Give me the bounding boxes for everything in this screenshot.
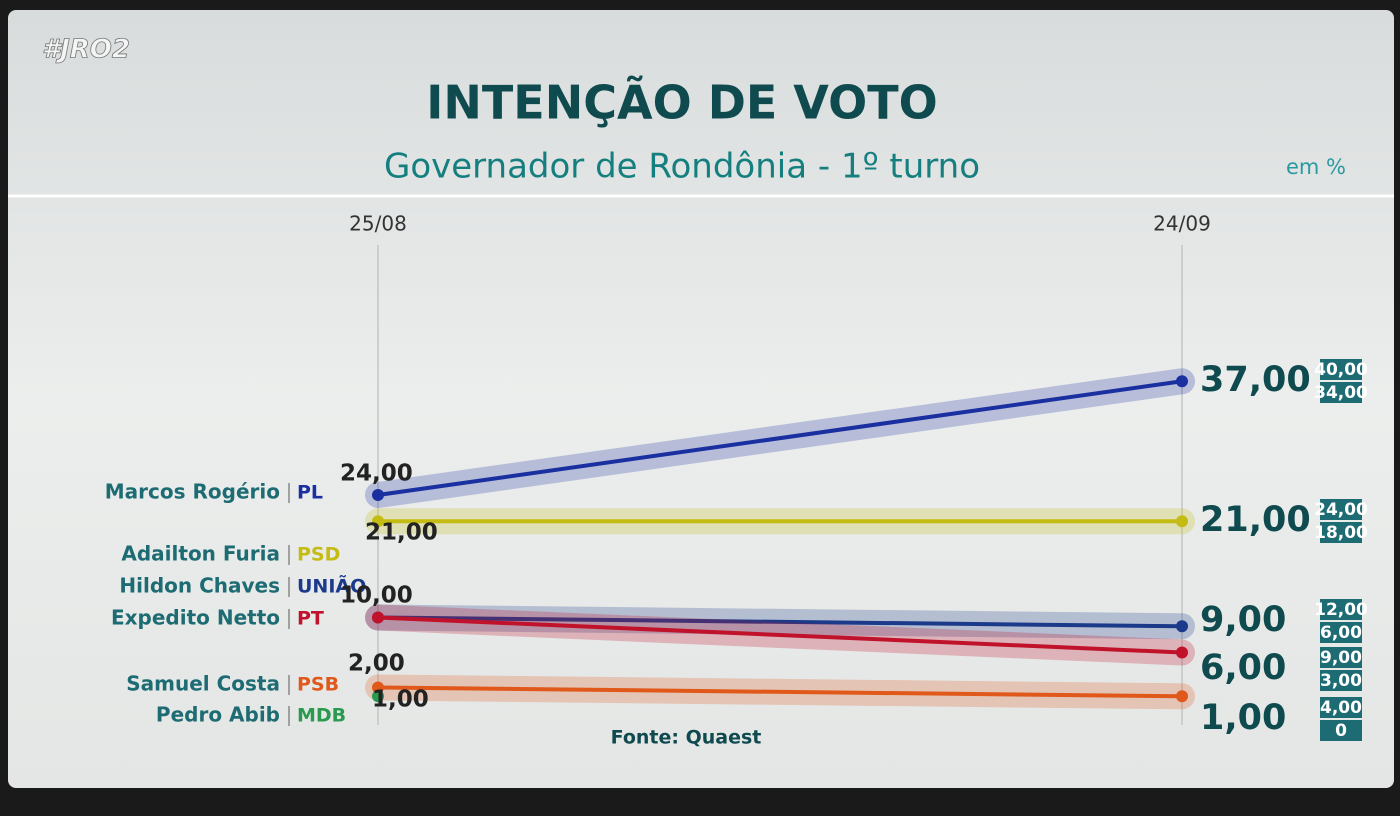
value-label: 21,00: [365, 520, 438, 546]
legend-party: PT: [297, 608, 324, 630]
line: [377, 379, 1183, 497]
value-label: 37,00: [1200, 360, 1311, 400]
point: [1176, 375, 1188, 388]
value-label: 21,00: [1200, 500, 1311, 540]
interval-box: [1320, 382, 1362, 403]
interval-box: [1320, 670, 1362, 691]
legend-party: PL: [297, 482, 323, 504]
screen: [8, 10, 1394, 788]
value-label: 24,00: [340, 461, 413, 487]
legend-party: MDB: [297, 705, 346, 727]
point: [1176, 515, 1188, 528]
interval-label: 18,00: [1314, 523, 1368, 543]
point: [1176, 620, 1188, 633]
interval-label: 40,00: [1314, 360, 1368, 380]
x-tick-label: 25/08: [349, 212, 407, 236]
interval-box: [1320, 697, 1362, 718]
legend-name: Hildon Chaves: [119, 574, 280, 598]
legend-name: Expedito Netto: [111, 606, 280, 630]
interval-box: [1320, 622, 1362, 643]
legend-name: Adailton Furia: [121, 542, 280, 566]
source: Fonte: Quaest: [611, 727, 762, 749]
interval-box: [1320, 720, 1362, 741]
x-tick-label: 24/09: [1153, 212, 1211, 236]
legend-party: UNIÃO: [297, 574, 366, 598]
point: [1176, 690, 1188, 703]
value-label: 6,00: [1200, 648, 1286, 688]
interval-label: 24,00: [1314, 500, 1368, 520]
legend-name: Samuel Costa: [126, 672, 280, 696]
chart-subtitle: Governador de Rondônia - 1º turno: [384, 147, 980, 187]
interval-label: 0: [1335, 721, 1347, 741]
legend-name: Pedro Abib: [156, 703, 280, 727]
chart-title: INTENÇÃO DE VOTO: [426, 75, 937, 130]
line: [377, 685, 1183, 699]
legend-party: PSD: [297, 544, 340, 566]
interval-label: 34,00: [1314, 383, 1368, 403]
point: [372, 489, 384, 501]
point: [372, 611, 384, 624]
point: [372, 515, 384, 528]
line: [377, 615, 1183, 629]
line: [377, 615, 1183, 655]
interval-box: [1320, 599, 1362, 620]
interval-box: [1320, 647, 1362, 668]
hashtag: #JRO2: [42, 35, 130, 65]
value-label: 10,00: [340, 583, 413, 609]
interval-box: [1320, 359, 1362, 380]
point: [1176, 646, 1188, 659]
interval-label: 9,00: [1320, 648, 1362, 668]
legend-party: PSB: [297, 674, 339, 696]
interval-box: [1320, 499, 1362, 520]
value-label: 1,00: [372, 687, 429, 713]
interval-label: 4,00: [1320, 698, 1362, 718]
interval-label: 12,00: [1314, 600, 1368, 620]
unit-label: em %: [1286, 155, 1346, 179]
point: [372, 681, 384, 694]
point: [372, 690, 384, 703]
interval-label: 6,00: [1320, 623, 1362, 643]
interval-box: [1320, 522, 1362, 543]
legend-name: Marcos Rogério: [105, 480, 280, 504]
value-label: 9,00: [1200, 600, 1286, 640]
value-label: 1,00: [1200, 698, 1286, 738]
interval-label: 3,00: [1320, 671, 1362, 691]
value-label: 2,00: [348, 651, 405, 677]
